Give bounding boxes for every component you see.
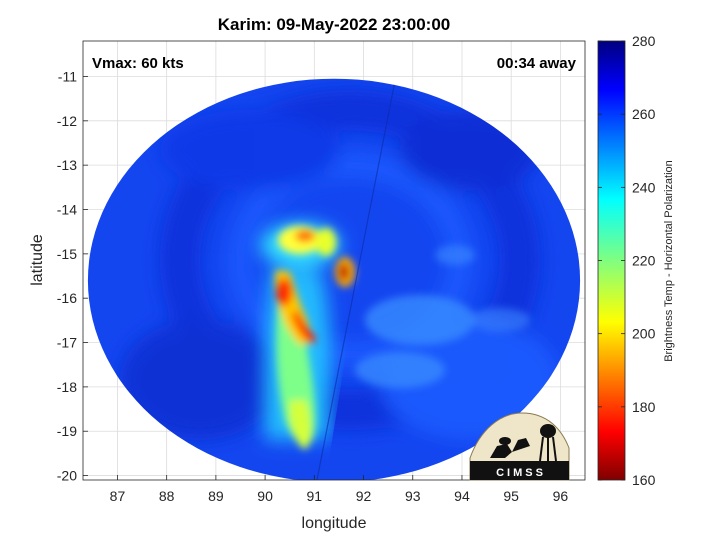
colorbar-tick-label: 280 [632, 33, 656, 49]
x-axis-label: longitude [302, 515, 367, 532]
y-tick-label: -17 [57, 335, 77, 351]
colorbar-tick-label: 220 [632, 253, 656, 269]
cimss-logo-text: CIMSS [496, 467, 546, 479]
chart-title: Karim: 09-May-2022 23:00:00 [218, 15, 450, 34]
x-tick-label: 91 [307, 488, 323, 504]
x-tick-label: 90 [257, 488, 273, 504]
colorbar-tick-label: 200 [632, 326, 656, 342]
brightness-swath [87, 78, 581, 480]
colorbar-ticks: 160 180 200 220 240 260 280 [598, 33, 656, 488]
cimss-logo: CIMSS [469, 412, 570, 481]
x-tick-label: 92 [356, 488, 372, 504]
x-tick-label: 88 [159, 488, 175, 504]
y-tick-label: -16 [57, 290, 77, 306]
colorbar-label: Brightness Temp - Horizontal Polarizatio… [663, 160, 675, 362]
x-tick-label: 95 [503, 488, 519, 504]
y-tick-label: -20 [57, 468, 77, 484]
y-tick-label: -14 [57, 202, 77, 218]
x-tick-label: 94 [454, 488, 470, 504]
colorbar-tick-label: 180 [632, 399, 656, 415]
x-tick-label: 89 [208, 488, 224, 504]
y-tick-label: -19 [57, 423, 77, 439]
x-tick-label: 96 [553, 488, 569, 504]
time-away-annotation: 00:34 away [497, 55, 577, 72]
y-tick-label: -11 [58, 68, 77, 84]
y-tick-label: -12 [57, 113, 77, 129]
colorbar: 160 180 200 220 240 260 280 Brightness Temp - … [597, 33, 675, 488]
y-axis-label: latitude [29, 234, 46, 286]
colorbar-tick-label: 260 [632, 106, 656, 122]
plot-frame [82, 40, 586, 481]
colorbar-tick-label: 160 [632, 472, 656, 488]
vmax-annotation: Vmax: 60 kts [92, 55, 184, 72]
y-axis-ticks: -11 -12 -13 -14 -15 -16 -17 -18 -19 -20 [57, 68, 88, 484]
y-tick-label: -18 [57, 379, 77, 395]
colorbar-tick-label: 240 [632, 179, 656, 195]
y-tick-label: -13 [57, 157, 77, 173]
colorbar-gradient [597, 40, 626, 481]
x-axis-ticks: 87 88 89 90 91 92 93 94 95 96 [110, 475, 569, 504]
y-tick-label: -15 [57, 246, 77, 262]
x-tick-label: 87 [110, 488, 126, 504]
x-tick-label: 93 [405, 488, 421, 504]
